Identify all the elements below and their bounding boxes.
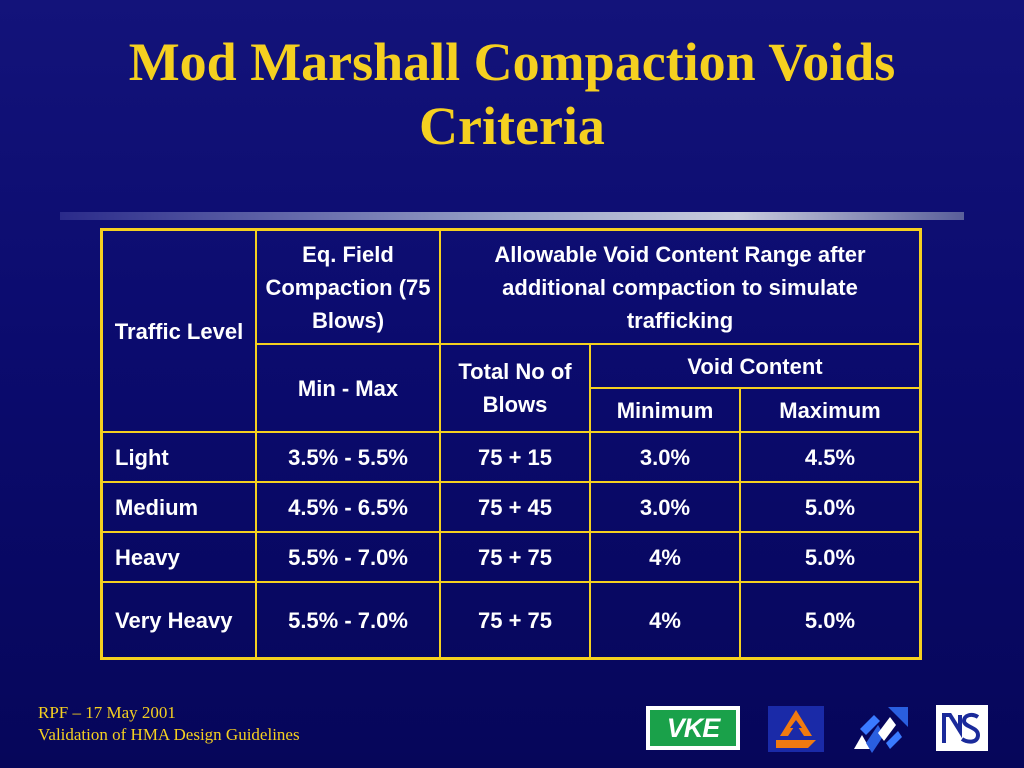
cell-traffic: Medium (100, 481, 257, 533)
ns-logo (936, 705, 988, 751)
header-eq-field-compaction: Eq. Field Compaction (75 Blows) (255, 228, 441, 345)
table-row: Heavy 5.5% - 7.0% 75 + 75 4% 5.0% (100, 531, 922, 583)
header-minimum: Minimum (589, 387, 741, 433)
blue-arrows-logo (852, 705, 910, 753)
cell-blows: 75 + 15 (439, 431, 591, 483)
vke-logo-text: VKE (650, 710, 736, 746)
slide-title-line-2: Criteria (419, 96, 605, 156)
cell-traffic: Light (100, 431, 257, 483)
table-row: Light 3.5% - 5.5% 75 + 15 3.0% 4.5% (100, 431, 922, 483)
cell-min: 3.0% (589, 481, 741, 533)
slide-footer: RPF – 17 May 2001 Validation of HMA Desi… (38, 702, 300, 746)
title-divider (60, 212, 964, 220)
header-void-content: Void Content (589, 343, 922, 389)
cell-max: 5.0% (739, 581, 922, 660)
table-subheader-row-2: Minimum Maximum (102, 387, 922, 433)
table-subheader-row: Min - Max Total No of Blows Void Content (102, 343, 922, 433)
table-row: Medium 4.5% - 6.5% 75 + 45 3.0% 5.0% (100, 481, 922, 533)
cell-min: 4% (589, 581, 741, 660)
cell-range: 5.5% - 7.0% (255, 581, 441, 660)
cell-blows: 75 + 45 (439, 481, 591, 533)
cell-min: 3.0% (589, 431, 741, 483)
cell-traffic: Heavy (100, 531, 257, 583)
slide-title: Mod Marshall Compaction Voids Criteria (20, 30, 1004, 158)
cell-range: 4.5% - 6.5% (255, 481, 441, 533)
table-header-row: Traffic Level Eq. Field Compaction (75 B… (100, 228, 922, 433)
cell-range: 5.5% - 7.0% (255, 531, 441, 583)
cell-traffic: Very Heavy (100, 581, 257, 660)
table-row: Very Heavy 5.5% - 7.0% 75 + 75 4% 5.0% (100, 581, 922, 660)
cell-blows: 75 + 75 (439, 531, 591, 583)
cell-max: 5.0% (739, 481, 922, 533)
slide-title-line-1: Mod Marshall Compaction Voids (128, 32, 896, 92)
header-maximum: Maximum (739, 387, 922, 433)
footer-subtitle: Validation of HMA Design Guidelines (38, 725, 300, 744)
header-total-blows: Total No of Blows (439, 343, 591, 433)
cell-min: 4% (589, 531, 741, 583)
cell-max: 5.0% (739, 531, 922, 583)
cell-range: 3.5% - 5.5% (255, 431, 441, 483)
cell-blows: 75 + 75 (439, 581, 591, 660)
orange-arrow-logo (768, 706, 824, 752)
header-allowable-void-range: Allowable Void Content Range after addit… (439, 228, 922, 345)
cell-max: 4.5% (739, 431, 922, 483)
header-min-max: Min - Max (255, 343, 441, 433)
vke-logo: VKE (646, 706, 740, 750)
void-criteria-table: Traffic Level Eq. Field Compaction (75 B… (100, 228, 922, 660)
header-traffic-level: Traffic Level (100, 228, 257, 433)
footer-date: RPF – 17 May 2001 (38, 703, 176, 722)
